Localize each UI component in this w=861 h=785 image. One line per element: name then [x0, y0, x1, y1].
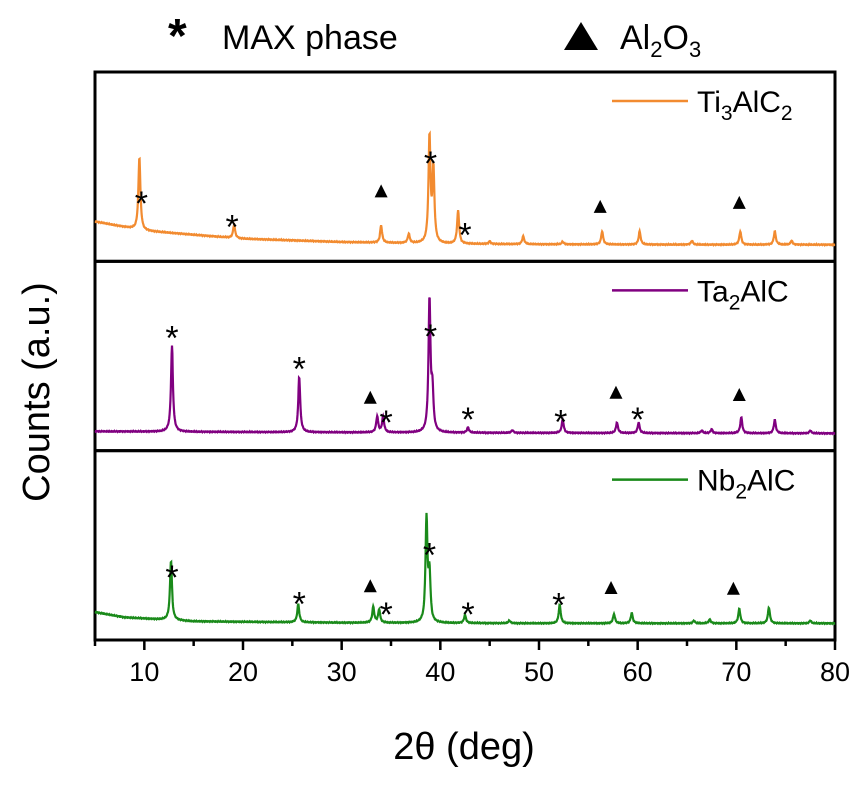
plot-area: Ti3AlC2 * * * * Ta2AlC * * * * * * * Nb2AlC * * * * * *: [93, 70, 837, 642]
x-tick-label: 50: [524, 657, 554, 687]
max-phase-marker: *: [424, 318, 437, 356]
top-legend-triangle-icon: [564, 22, 598, 50]
legend-label-Nb2AlC: Nb2AlC: [697, 465, 795, 504]
top-legend: * MAX phase Al2O3: [168, 10, 701, 63]
max-phase-marker: *: [165, 320, 178, 358]
series-line-Ti3AlC2: [94, 130, 836, 247]
max-phase-marker: *: [552, 586, 565, 624]
legend-label-Ti3AlC2: Ti3AlC2: [697, 86, 793, 125]
x-tick-label: 10: [129, 657, 159, 687]
top-legend-star-symbol: *: [168, 10, 187, 63]
max-phase-marker: *: [379, 404, 392, 442]
al2o3-marker: [593, 199, 607, 213]
legend-label-Ta2AlC: Ta2AlC: [697, 275, 789, 314]
panel-Nb2AlC: Nb2AlC * * * * * *: [93, 449, 837, 642]
series-line-Nb2AlC: [94, 512, 836, 626]
max-phase-marker: *: [226, 208, 239, 246]
panel-frame: [93, 449, 837, 642]
max-phase-marker: *: [293, 351, 306, 389]
panel-Ti3AlC2: Ti3AlC2 * * * *: [93, 70, 837, 263]
max-phase-marker: *: [165, 559, 178, 597]
al2o3-marker: [374, 184, 388, 198]
series-line-Ta2AlC: [94, 297, 836, 436]
x-tick-label: 70: [721, 657, 751, 687]
max-phase-marker: *: [135, 185, 148, 223]
max-phase-marker: *: [554, 403, 567, 441]
top-legend-max-phase-label: MAX phase: [222, 19, 398, 57]
max-phase-marker: *: [461, 596, 474, 634]
x-tick-label: 80: [820, 657, 850, 687]
al2o3-marker: [363, 390, 377, 404]
al2o3-marker: [609, 385, 623, 399]
y-axis-title: Counts (a.u.): [16, 282, 58, 502]
x-tick-label: 60: [623, 657, 653, 687]
al2o3-marker: [726, 581, 740, 595]
max-phase-marker: *: [423, 536, 436, 574]
x-tick-label: 20: [228, 657, 258, 687]
max-phase-marker: *: [631, 401, 644, 439]
al2o3-marker: [363, 579, 377, 593]
x-axis: 10 20 30 40 50 60 70 80: [93, 640, 850, 687]
panel-Ta2AlC: Ta2AlC * * * * * * *: [93, 259, 837, 453]
al2o3-marker: [604, 581, 618, 595]
max-phase-marker: *: [424, 145, 437, 183]
max-phase-marker: *: [458, 217, 471, 255]
x-tick-label: 40: [425, 657, 455, 687]
max-phase-marker: *: [461, 401, 474, 439]
max-phase-marker: *: [293, 585, 306, 623]
al2o3-marker: [732, 195, 746, 209]
top-legend-al2o3-label: Al2O3: [620, 19, 701, 62]
al2o3-marker: [732, 387, 746, 401]
x-tick-label: 30: [327, 657, 357, 687]
max-phase-marker: *: [379, 596, 392, 634]
x-axis-title: 2θ (deg): [393, 726, 535, 768]
